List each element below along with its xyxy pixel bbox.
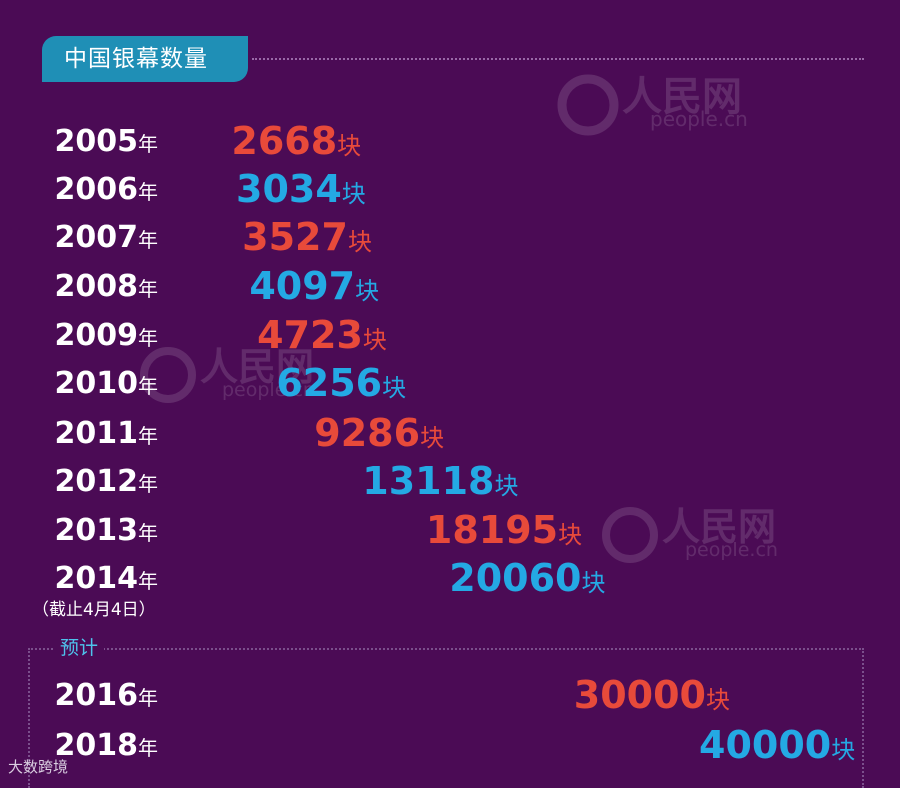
data-label: 30000块: [574, 673, 730, 717]
data-label: 9286块: [314, 411, 444, 455]
category-label: 2007年: [55, 220, 159, 255]
data-label: 20060块: [449, 556, 605, 600]
category-label: 2016年: [55, 678, 159, 713]
category-label: 2005年: [55, 124, 159, 159]
data-label: 2668块: [231, 119, 361, 163]
watermark-brand: 人民网: [662, 505, 776, 549]
data-label: 4097块: [249, 264, 379, 308]
data-label: 3034块: [236, 167, 366, 211]
data-label: 4723块: [257, 313, 387, 357]
data-label: 3527块: [242, 215, 372, 259]
category-label: 2010年: [55, 366, 159, 401]
category-label: 2014年: [55, 561, 159, 596]
data-label: 18195块: [426, 508, 582, 552]
footer-brand: 大数跨境: [8, 758, 69, 776]
data-label: 6256块: [276, 361, 406, 405]
category-label: 2011年: [55, 416, 159, 451]
category-label: 2013年: [55, 513, 159, 548]
watermark-site: people.cn: [650, 107, 748, 131]
watermark-brand: 人民网: [622, 74, 742, 120]
watermark-logo-icon: 人民网 people.cn: [557, 74, 748, 136]
title-divider: [252, 58, 864, 60]
watermark-logo-icon: 人民网 people.cn: [602, 505, 778, 563]
category-label: 2008年: [55, 269, 159, 304]
data-label: 13118块: [362, 459, 518, 503]
category-label: 2018年: [55, 728, 159, 763]
category-label: 2012年: [55, 464, 159, 499]
category-label: 2009年: [55, 318, 159, 353]
data-label: 40000块: [699, 723, 855, 767]
page-title: 中国银幕数量: [42, 36, 248, 82]
category-label: 2006年: [55, 172, 159, 207]
date-note: （截止4月4日）: [32, 600, 156, 620]
watermark-site: people.cn: [685, 539, 778, 561]
forecast-box: [28, 648, 864, 788]
forecast-label: 预计: [54, 636, 105, 660]
